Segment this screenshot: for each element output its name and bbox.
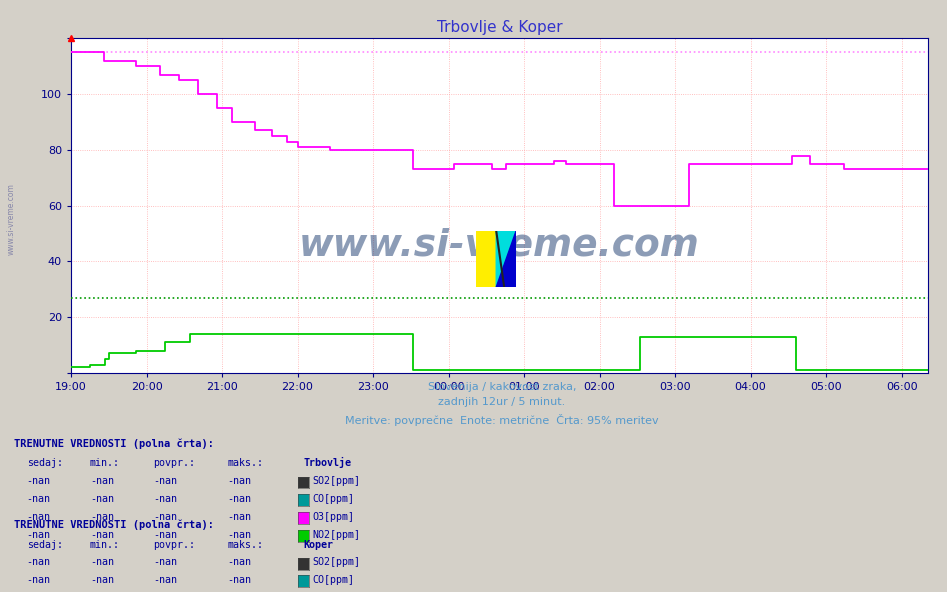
Text: sedaj:: sedaj: [27,539,63,549]
Text: -nan: -nan [227,476,251,486]
Text: TRENUTNE VREDNOSTI (polna črta):: TRENUTNE VREDNOSTI (polna črta): [14,439,214,449]
Text: -nan: -nan [153,557,177,567]
Text: -nan: -nan [227,575,251,585]
Text: Koper: Koper [303,539,333,549]
Text: -nan: -nan [90,529,114,539]
Text: SO2[ppm]: SO2[ppm] [313,557,361,567]
Text: -nan: -nan [153,529,177,539]
Text: -nan: -nan [27,476,50,486]
Polygon shape [496,231,516,287]
Text: -nan: -nan [153,575,177,585]
Text: www.si-vreme.com: www.si-vreme.com [299,228,700,264]
Text: -nan: -nan [27,529,50,539]
Text: -nan: -nan [227,511,251,522]
Text: -nan: -nan [90,575,114,585]
Text: -nan: -nan [153,476,177,486]
Text: -nan: -nan [27,511,50,522]
Text: povpr.:: povpr.: [153,539,195,549]
Text: NO2[ppm]: NO2[ppm] [313,529,361,539]
Text: -nan: -nan [27,557,50,567]
Text: -nan: -nan [153,494,177,504]
Text: sedaj:: sedaj: [27,458,63,468]
Text: Trbovlje: Trbovlje [303,458,351,468]
Text: -nan: -nan [227,529,251,539]
Text: CO[ppm]: CO[ppm] [313,494,354,504]
Text: -nan: -nan [153,511,177,522]
Polygon shape [496,231,516,287]
Text: TRENUTNE VREDNOSTI (polna črta):: TRENUTNE VREDNOSTI (polna črta): [14,520,214,530]
Text: -nan: -nan [90,494,114,504]
Text: www.si-vreme.com: www.si-vreme.com [7,183,16,255]
Text: -nan: -nan [227,557,251,567]
Text: -nan: -nan [227,494,251,504]
Text: Slovenija / kakovost zraka,
zadnjih 12ur / 5 minut.
Meritve: povprečne  Enote: m: Slovenija / kakovost zraka, zadnjih 12ur… [345,382,659,426]
Text: maks.:: maks.: [227,458,263,468]
Text: maks.:: maks.: [227,539,263,549]
Text: O3[ppm]: O3[ppm] [313,511,354,522]
Text: CO[ppm]: CO[ppm] [313,575,354,585]
Text: -nan: -nan [90,557,114,567]
Text: -nan: -nan [27,494,50,504]
Text: -nan: -nan [90,476,114,486]
Title: Trbovlje & Koper: Trbovlje & Koper [437,20,563,34]
Text: -nan: -nan [90,511,114,522]
Text: min.:: min.: [90,539,120,549]
Text: SO2[ppm]: SO2[ppm] [313,476,361,486]
Text: -nan: -nan [27,575,50,585]
Polygon shape [476,231,496,287]
Text: min.:: min.: [90,458,120,468]
Text: povpr.:: povpr.: [153,458,195,468]
